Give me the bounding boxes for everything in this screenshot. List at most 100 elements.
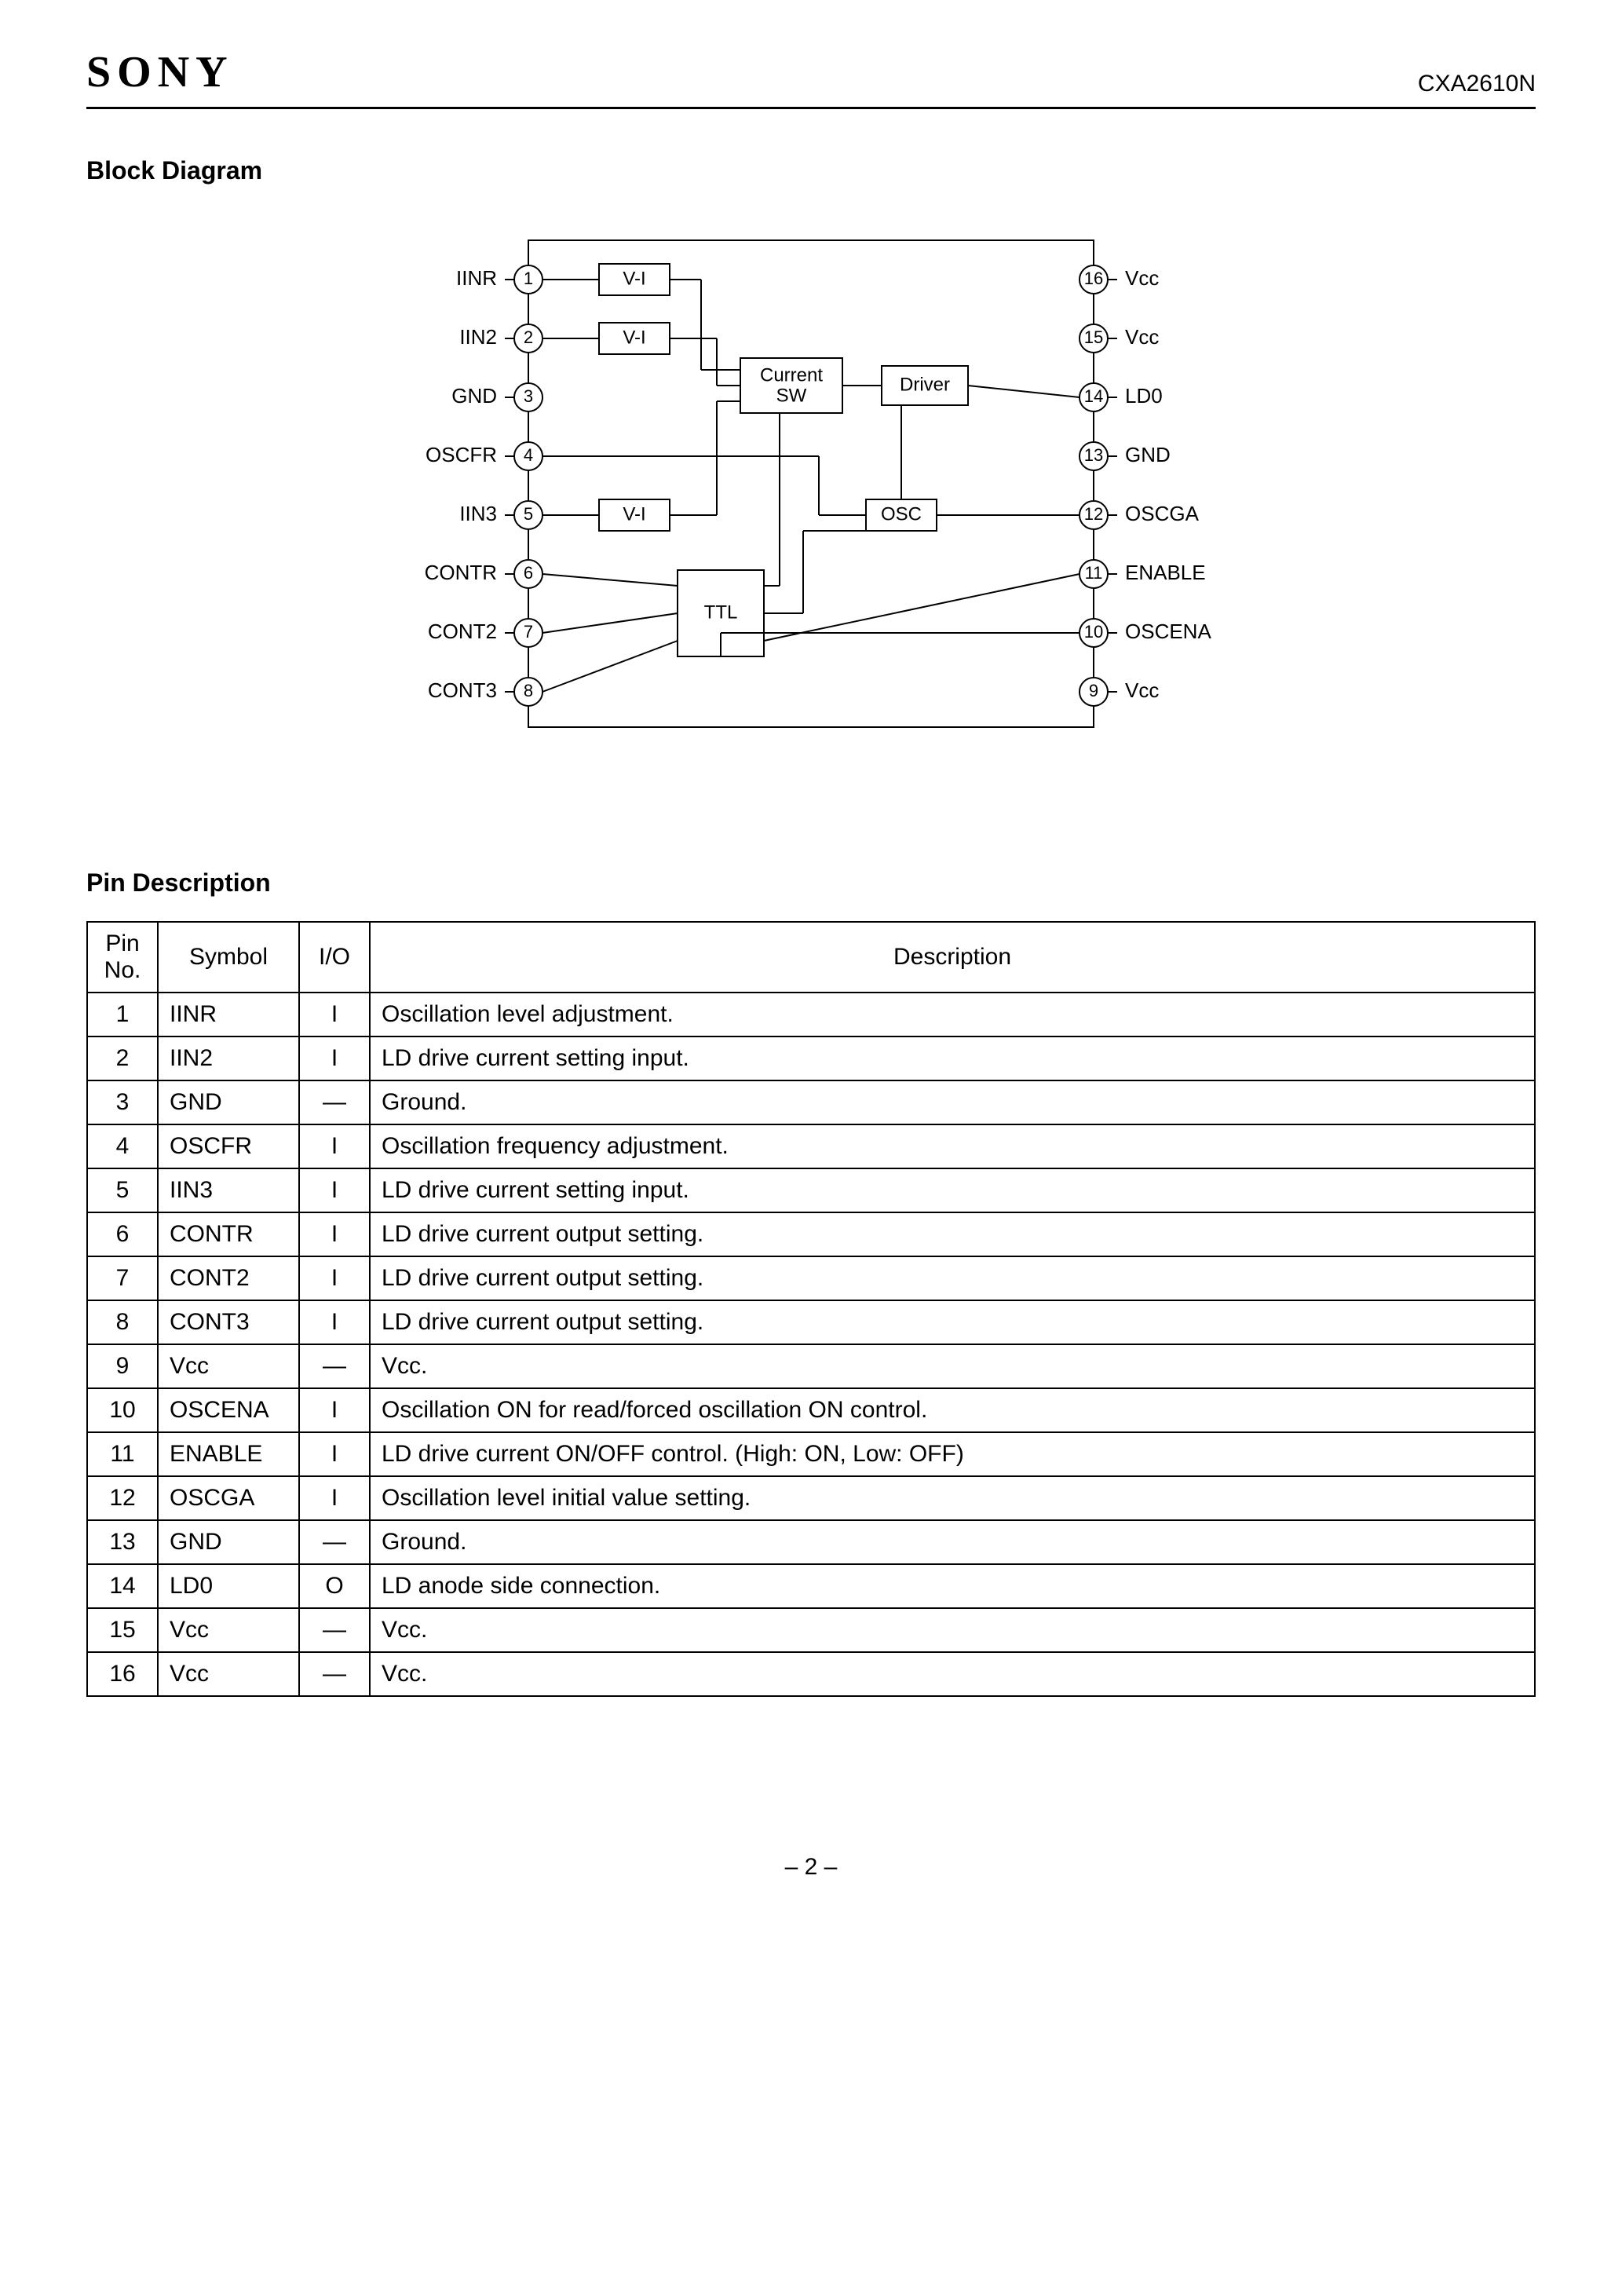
cell-symbol: GND bbox=[158, 1080, 299, 1124]
cell-pin: 2 bbox=[87, 1036, 158, 1080]
cell-pin: 4 bbox=[87, 1124, 158, 1168]
cell-desc: LD anode side connection. bbox=[370, 1564, 1535, 1608]
cell-pin: 3 bbox=[87, 1080, 158, 1124]
cell-symbol: CONT2 bbox=[158, 1256, 299, 1300]
table-row: 8CONT3ILD drive current output setting. bbox=[87, 1300, 1535, 1344]
svg-text:OSCGA: OSCGA bbox=[1125, 502, 1200, 525]
brand-logo: SONY bbox=[86, 47, 234, 97]
block-diagram: 1IINR2IIN23GND4OSCFR5IIN36CONTR7CONT28CO… bbox=[86, 209, 1536, 759]
cell-symbol: CONTR bbox=[158, 1212, 299, 1256]
svg-text:2: 2 bbox=[524, 327, 533, 347]
svg-text:V-I: V-I bbox=[623, 503, 645, 525]
svg-text:GND: GND bbox=[451, 384, 497, 408]
table-row: 3GND—Ground. bbox=[87, 1080, 1535, 1124]
block-diagram-title: Block Diagram bbox=[86, 156, 1536, 185]
table-row: 1IINRIOscillation level adjustment. bbox=[87, 993, 1535, 1036]
th-pin: Pin No. bbox=[87, 922, 158, 993]
svg-text:Driver: Driver bbox=[900, 374, 950, 395]
cell-symbol: LD0 bbox=[158, 1564, 299, 1608]
cell-symbol: IIN3 bbox=[158, 1168, 299, 1212]
table-row: 5IIN3ILD drive current setting input. bbox=[87, 1168, 1535, 1212]
svg-text:V-I: V-I bbox=[623, 268, 645, 289]
cell-desc: Vcc. bbox=[370, 1344, 1535, 1388]
part-number: CXA2610N bbox=[1418, 71, 1536, 97]
pin-description-title: Pin Description bbox=[86, 868, 1536, 898]
cell-pin: 14 bbox=[87, 1564, 158, 1608]
cell-pin: 6 bbox=[87, 1212, 158, 1256]
cell-io: I bbox=[299, 1256, 370, 1300]
cell-io: I bbox=[299, 1300, 370, 1344]
cell-io: I bbox=[299, 993, 370, 1036]
cell-io: — bbox=[299, 1080, 370, 1124]
svg-text:Vcc: Vcc bbox=[1125, 678, 1159, 702]
svg-text:4: 4 bbox=[524, 445, 533, 465]
table-row: 13GND—Ground. bbox=[87, 1520, 1535, 1564]
page-number: – 2 – bbox=[86, 1854, 1536, 1881]
cell-desc: LD drive current output setting. bbox=[370, 1256, 1535, 1300]
svg-text:CONTR: CONTR bbox=[425, 561, 497, 584]
cell-desc: Oscillation ON for read/forced oscillati… bbox=[370, 1388, 1535, 1432]
svg-text:Vcc: Vcc bbox=[1125, 266, 1159, 290]
svg-text:SW: SW bbox=[776, 385, 807, 406]
svg-text:V-I: V-I bbox=[623, 327, 645, 348]
cell-desc: LD drive current setting input. bbox=[370, 1168, 1535, 1212]
table-row: 6CONTRILD drive current output setting. bbox=[87, 1212, 1535, 1256]
svg-text:11: 11 bbox=[1085, 563, 1103, 583]
cell-symbol: Vcc bbox=[158, 1608, 299, 1652]
table-header-row: Pin No. Symbol I/O Description bbox=[87, 922, 1535, 993]
cell-desc: Ground. bbox=[370, 1080, 1535, 1124]
page-header: SONY CXA2610N bbox=[86, 47, 1536, 109]
table-row: 16Vcc—Vcc. bbox=[87, 1652, 1535, 1696]
cell-desc: Oscillation level adjustment. bbox=[370, 993, 1535, 1036]
svg-text:Current: Current bbox=[760, 364, 823, 386]
cell-pin: 5 bbox=[87, 1168, 158, 1212]
cell-symbol: OSCFR bbox=[158, 1124, 299, 1168]
cell-desc: Ground. bbox=[370, 1520, 1535, 1564]
cell-desc: LD drive current output setting. bbox=[370, 1212, 1535, 1256]
svg-text:IIN3: IIN3 bbox=[459, 502, 497, 525]
table-row: 15Vcc—Vcc. bbox=[87, 1608, 1535, 1652]
svg-text:OSCENA: OSCENA bbox=[1125, 620, 1211, 643]
cell-symbol: IIN2 bbox=[158, 1036, 299, 1080]
cell-pin: 11 bbox=[87, 1432, 158, 1476]
svg-text:CONT2: CONT2 bbox=[428, 620, 497, 643]
svg-text:7: 7 bbox=[524, 622, 533, 642]
svg-text:CONT3: CONT3 bbox=[428, 678, 497, 702]
svg-text:1: 1 bbox=[524, 269, 533, 288]
cell-io: O bbox=[299, 1564, 370, 1608]
cell-desc: Oscillation frequency adjustment. bbox=[370, 1124, 1535, 1168]
cell-pin: 12 bbox=[87, 1476, 158, 1520]
cell-io: I bbox=[299, 1036, 370, 1080]
svg-text:GND: GND bbox=[1125, 443, 1171, 466]
svg-text:16: 16 bbox=[1084, 269, 1103, 288]
cell-io: I bbox=[299, 1432, 370, 1476]
cell-io: I bbox=[299, 1124, 370, 1168]
cell-io: I bbox=[299, 1168, 370, 1212]
svg-text:12: 12 bbox=[1084, 504, 1103, 524]
cell-pin: 7 bbox=[87, 1256, 158, 1300]
cell-symbol: CONT3 bbox=[158, 1300, 299, 1344]
svg-text:5: 5 bbox=[524, 504, 533, 524]
cell-desc: Oscillation level initial value setting. bbox=[370, 1476, 1535, 1520]
svg-text:OSCFR: OSCFR bbox=[426, 443, 497, 466]
th-io: I/O bbox=[299, 922, 370, 993]
svg-text:TTL: TTL bbox=[704, 601, 738, 623]
svg-text:15: 15 bbox=[1084, 327, 1103, 347]
cell-io: — bbox=[299, 1344, 370, 1388]
svg-text:14: 14 bbox=[1084, 386, 1103, 406]
block-diagram-svg: 1IINR2IIN23GND4OSCFR5IIN36CONTR7CONT28CO… bbox=[379, 209, 1243, 759]
table-row: 14LD0OLD anode side connection. bbox=[87, 1564, 1535, 1608]
table-row: 10OSCENAIOscillation ON for read/forced … bbox=[87, 1388, 1535, 1432]
cell-pin: 15 bbox=[87, 1608, 158, 1652]
cell-symbol: IINR bbox=[158, 993, 299, 1036]
cell-symbol: Vcc bbox=[158, 1652, 299, 1696]
cell-symbol: Vcc bbox=[158, 1344, 299, 1388]
svg-text:Vcc: Vcc bbox=[1125, 325, 1159, 349]
cell-io: I bbox=[299, 1212, 370, 1256]
table-row: 4OSCFRIOscillation frequency adjustment. bbox=[87, 1124, 1535, 1168]
svg-text:LD0: LD0 bbox=[1125, 384, 1163, 408]
cell-io: I bbox=[299, 1476, 370, 1520]
svg-text:6: 6 bbox=[524, 563, 533, 583]
cell-pin: 13 bbox=[87, 1520, 158, 1564]
cell-io: — bbox=[299, 1608, 370, 1652]
